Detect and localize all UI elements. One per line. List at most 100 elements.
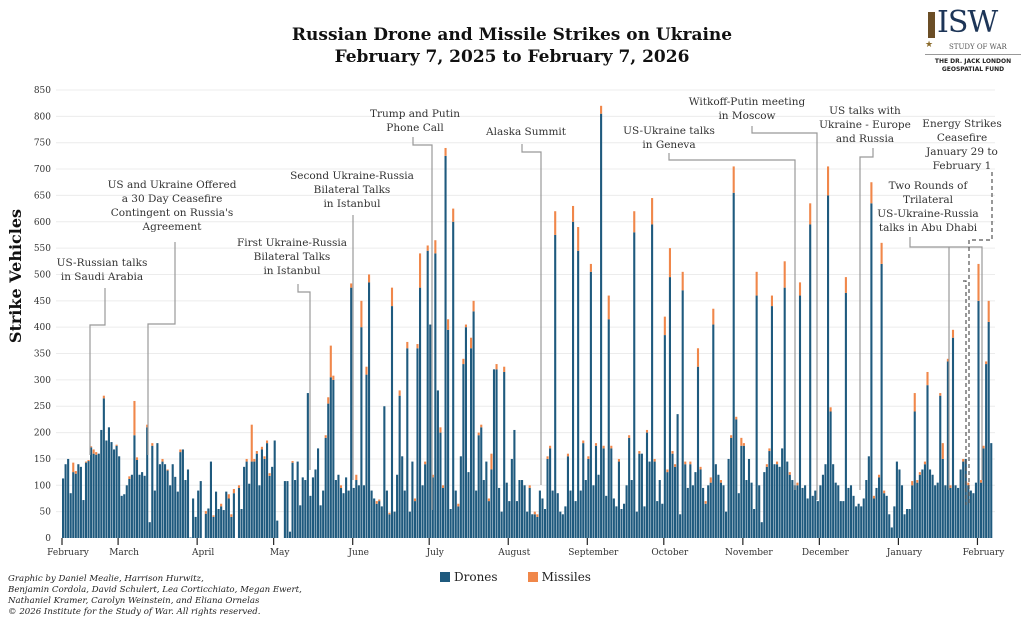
annotation-abudhabi: Two Rounds of Trilateral US-Ukraine-Russia… — [877, 180, 978, 234]
missile-bar — [577, 227, 580, 251]
x-tick-label: November — [725, 548, 773, 558]
annotation-text: Ceasefire — [937, 132, 987, 144]
drone-bar — [885, 495, 888, 538]
drone-bar — [286, 481, 289, 538]
y-tick-label: 0 — [45, 534, 51, 544]
missile-bar — [204, 511, 207, 514]
drone-bar — [681, 290, 684, 538]
annotation-text: US talks with — [829, 105, 901, 117]
x-tick-label: January — [886, 548, 923, 558]
annotation-text: US-Ukraine-Russia — [877, 208, 978, 220]
missile-bar — [237, 485, 241, 488]
drone-bar — [883, 493, 886, 538]
missile-bar — [768, 448, 771, 452]
missile-bar — [477, 432, 480, 436]
annotation-text: in Geneva — [642, 139, 695, 151]
drone-bar — [179, 452, 182, 538]
annotation-alaska: Alaska Summit — [485, 126, 567, 138]
drone-bar — [753, 509, 756, 538]
drone-bar — [352, 487, 355, 538]
missile-bar — [424, 461, 427, 465]
drone-bar — [204, 513, 207, 538]
drone-bar — [273, 440, 276, 538]
drone-bar — [301, 477, 304, 538]
drone-bar — [462, 364, 465, 538]
missile-bar — [946, 358, 949, 362]
drone-bar — [974, 482, 977, 538]
annotation-text: in Istanbul — [323, 198, 381, 210]
drone-bar — [725, 511, 728, 538]
annotation-text: Bilateral Talks — [254, 251, 331, 263]
drone-bar — [258, 485, 261, 538]
missile-bar — [533, 511, 536, 515]
drone-bar — [875, 487, 878, 538]
drone-bar — [566, 456, 569, 538]
drone-bar — [482, 480, 485, 538]
missile-bar — [651, 198, 654, 225]
drone-bar — [719, 482, 722, 538]
drone-bar — [449, 509, 452, 538]
drone-bar — [447, 329, 450, 538]
missile-bar — [490, 453, 493, 470]
drone-bar — [271, 466, 274, 538]
missile-bar — [951, 329, 955, 338]
missile-bar — [378, 499, 381, 502]
missile-bar — [980, 480, 983, 483]
x-tick-label: May — [270, 548, 291, 558]
missile-bar — [230, 514, 233, 517]
drone-bar — [368, 282, 371, 538]
drone-bar — [314, 469, 317, 538]
missile-bar — [827, 166, 830, 196]
missile-bar — [368, 274, 371, 283]
missile-bar — [128, 476, 131, 479]
missile-bar — [689, 461, 692, 465]
drone-bar — [480, 427, 483, 538]
drone-bar — [709, 482, 712, 538]
x-tick-label: August — [497, 548, 530, 558]
drone-bar — [457, 506, 460, 538]
drone-bar — [951, 337, 955, 538]
leader-istanbul1 — [297, 284, 311, 470]
title-line-1: Russian Drone and Missile Strikes on Ukr… — [291, 25, 733, 45]
missile-bar — [266, 440, 269, 444]
drone-bar — [186, 469, 190, 538]
drone-bar — [908, 509, 911, 538]
drone-bar — [390, 306, 394, 538]
annotation-istanbul1: First Ukraine-Russia Bilateral Talks in Is… — [237, 237, 347, 277]
drone-bar — [969, 490, 972, 538]
drone-bar — [651, 224, 654, 538]
legend-drones: Drones — [440, 570, 498, 584]
annotation-energy: Energy Strikes Ceasefire January 29 to Febr… — [922, 118, 1001, 172]
drone-bar — [913, 411, 916, 538]
drone-bar — [176, 491, 179, 538]
missile-bar — [388, 512, 391, 515]
missile-bar — [870, 182, 873, 204]
gridlines — [56, 89, 995, 513]
drone-bar — [679, 514, 682, 538]
leader-abudhabi-1 — [909, 237, 983, 480]
drone-bar — [597, 474, 600, 538]
drone-bar — [309, 495, 312, 538]
missile-bar — [434, 240, 437, 254]
drone-bar — [834, 482, 837, 538]
drone-bar — [569, 490, 572, 538]
missile-bar — [681, 271, 684, 291]
drone-bar — [212, 516, 215, 538]
annotation-text: talks in Abu Dhabi — [879, 222, 978, 234]
missile-bar — [765, 464, 768, 467]
drone-bar — [444, 155, 447, 538]
drone-bar — [704, 503, 707, 538]
missile-bar — [291, 461, 294, 463]
star-icon: ★ — [925, 40, 934, 50]
drone-bar — [798, 295, 802, 538]
missile-bar — [416, 344, 419, 349]
drone-bar — [623, 503, 626, 538]
drone-bar — [421, 485, 424, 538]
drone-bar — [411, 461, 414, 538]
missile-bar — [788, 472, 791, 475]
y-tick-label: 750 — [34, 139, 51, 149]
drone-bar — [133, 435, 136, 538]
drone-bar — [536, 516, 539, 538]
missile-bar — [84, 461, 88, 463]
drone-bar — [758, 485, 761, 538]
